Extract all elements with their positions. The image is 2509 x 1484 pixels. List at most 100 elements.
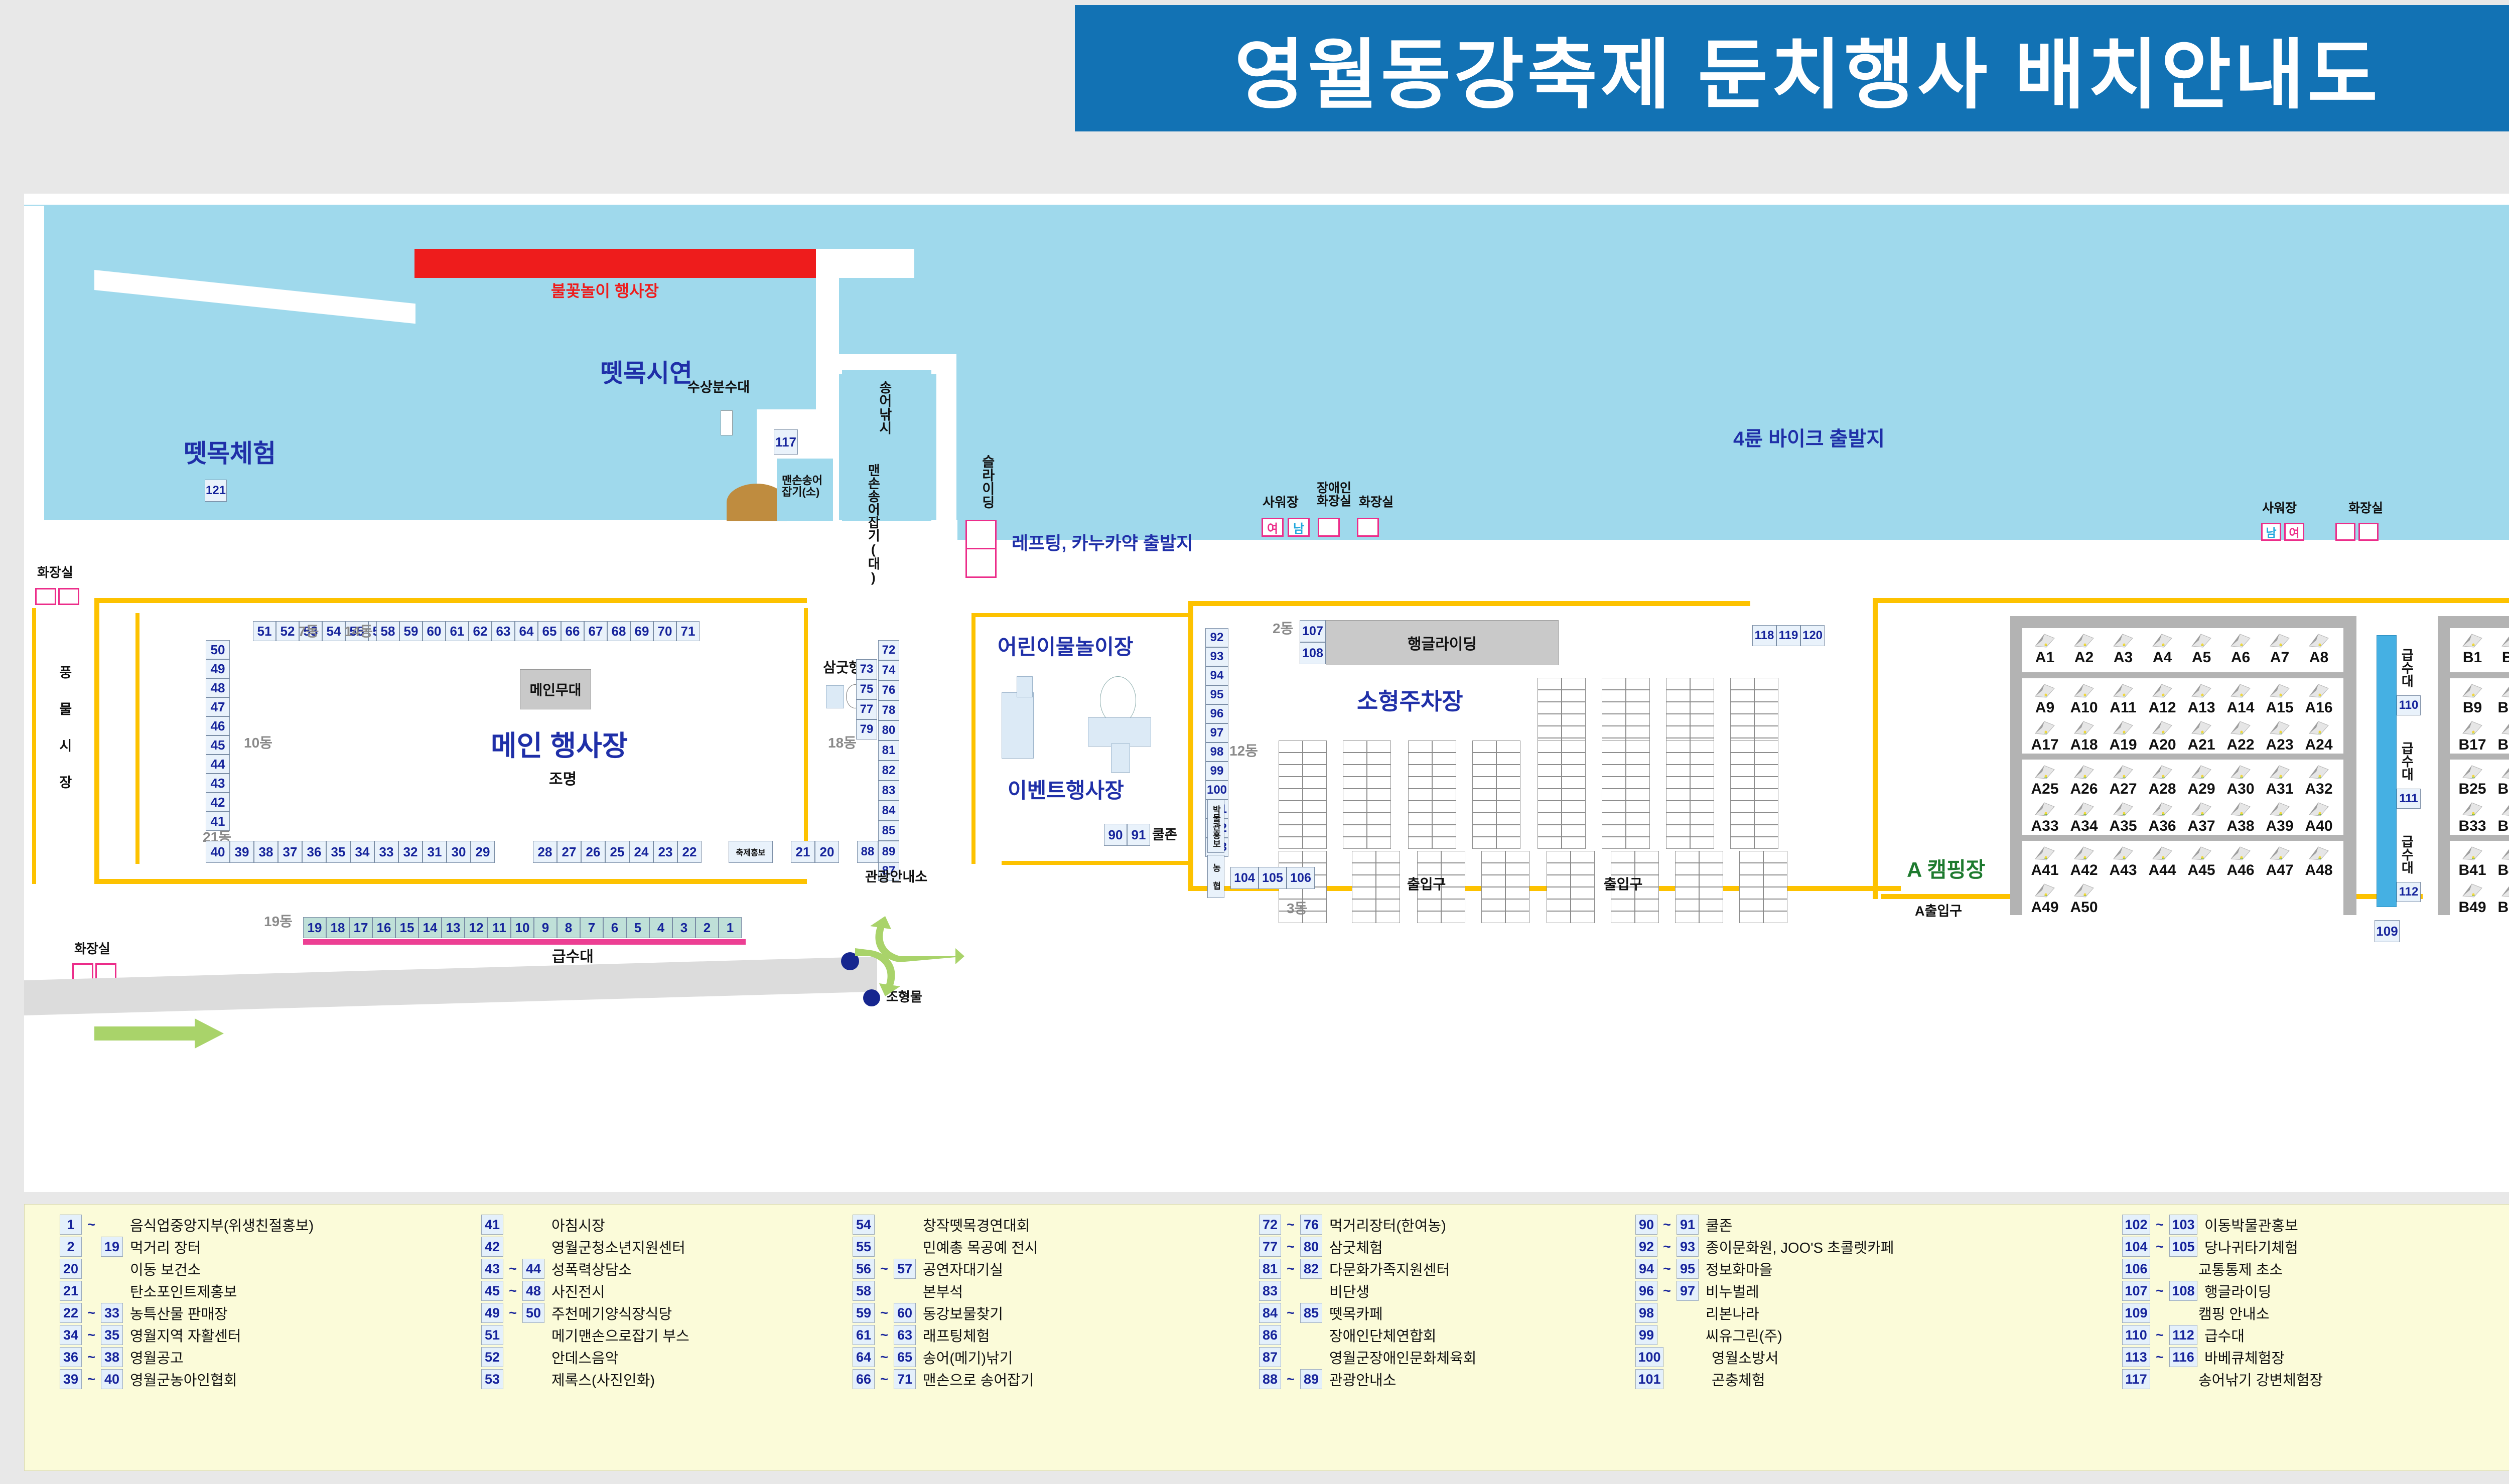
legend-number-1[interactable]: 1: [60, 1215, 82, 1235]
sliding-ramp-bottom[interactable]: [965, 548, 997, 578]
legend-number-113[interactable]: 113: [2122, 1347, 2150, 1367]
booth-chip-89[interactable]: 89: [878, 841, 899, 863]
legend-number-89[interactable]: 89: [1300, 1369, 1322, 1389]
booth-chip-53[interactable]: 53: [299, 621, 322, 641]
booth-chip-28[interactable]: 28: [533, 841, 557, 863]
legend-number-38[interactable]: 38: [101, 1347, 123, 1367]
campsite-label-A16[interactable]: A16: [2305, 699, 2333, 716]
toilet-box-left[interactable]: [1357, 518, 1379, 537]
legend-number-52[interactable]: 52: [481, 1347, 503, 1367]
booth-chip-20[interactable]: 20: [815, 841, 839, 863]
booth-chip-15[interactable]: 15: [395, 917, 419, 938]
campsite-label-A47[interactable]: A47: [2266, 862, 2294, 878]
legend-number-103[interactable]: 103: [2169, 1215, 2197, 1235]
sliding-ramp-top[interactable]: [965, 520, 997, 550]
booth-chip-61[interactable]: 61: [446, 621, 469, 641]
legend-number-45[interactable]: 45: [481, 1281, 503, 1301]
booth-chip-50[interactable]: 50: [206, 640, 230, 659]
campsite-label-A38[interactable]: A38: [2226, 818, 2255, 834]
legend-number-64[interactable]: 64: [853, 1347, 875, 1367]
legend-number-97[interactable]: 97: [1677, 1281, 1699, 1301]
booth-chip-106[interactable]: 106: [1287, 867, 1315, 889]
legend-number-49[interactable]: 49: [481, 1303, 503, 1323]
booth-chip-117[interactable]: 117: [774, 429, 798, 455]
campsite-label-A6[interactable]: A6: [2231, 649, 2251, 666]
toilet-box-topleft-1[interactable]: [35, 588, 56, 605]
booth-chip-27[interactable]: 27: [557, 841, 581, 863]
legend-number-88[interactable]: 88: [1259, 1369, 1281, 1389]
booth-chip-70[interactable]: 70: [653, 621, 676, 641]
campsite-label-B10[interactable]: B10: [2497, 699, 2509, 716]
booth-chip-62[interactable]: 62: [469, 621, 492, 641]
booth-chip-81[interactable]: 81: [878, 740, 899, 761]
legend-number-109[interactable]: 109: [2122, 1303, 2150, 1323]
booth-chip-79[interactable]: 79: [856, 719, 877, 739]
festival-promo-chip[interactable]: 축제홍보: [729, 841, 773, 863]
toilet-disabled-box-left[interactable]: [1318, 518, 1340, 537]
booth-chip-30[interactable]: 30: [447, 841, 471, 863]
campsite-label-B42[interactable]: B42: [2497, 862, 2509, 878]
campsite-label-A5[interactable]: A5: [2191, 649, 2211, 666]
booth-chip-41[interactable]: 41: [206, 812, 230, 831]
booth-chip-98[interactable]: 98: [1205, 743, 1228, 762]
campsite-label-A43[interactable]: A43: [2109, 862, 2137, 878]
shower-male-right[interactable]: 남: [2261, 523, 2281, 541]
legend-number-92[interactable]: 92: [1635, 1237, 1657, 1257]
legend-number-98[interactable]: 98: [1635, 1303, 1657, 1323]
booth-chip-22[interactable]: 22: [677, 841, 702, 863]
campsite-label-B50[interactable]: B50: [2497, 899, 2509, 916]
campsite-label-B33[interactable]: B33: [2458, 818, 2486, 834]
booth-chip-54[interactable]: 54: [322, 621, 345, 641]
booth-chip-90[interactable]: 90: [1104, 824, 1127, 846]
legend-number-60[interactable]: 60: [894, 1303, 916, 1323]
booth-chip-69[interactable]: 69: [630, 621, 653, 641]
legend-number-43[interactable]: 43: [481, 1259, 503, 1279]
campsite-label-A29[interactable]: A29: [2187, 781, 2215, 797]
legend-number-63[interactable]: 63: [894, 1325, 916, 1345]
toilet-box-right-2[interactable]: [2358, 523, 2379, 541]
campsite-label-A50[interactable]: A50: [2070, 899, 2098, 916]
booth-chip-65[interactable]: 65: [538, 621, 561, 641]
campsite-label-A46[interactable]: A46: [2226, 862, 2255, 878]
legend-number-39[interactable]: 39: [60, 1369, 82, 1389]
water-supply-chip-112[interactable]: 112: [2397, 882, 2421, 902]
campsite-label-A26[interactable]: A26: [2070, 781, 2098, 797]
campsite-label-A39[interactable]: A39: [2266, 818, 2294, 834]
booth-chip-21[interactable]: 21: [791, 841, 815, 863]
legend-number-110[interactable]: 110: [2122, 1325, 2150, 1345]
booth-chip-119[interactable]: 119: [1776, 625, 1800, 646]
campsite-label-A49[interactable]: A49: [2031, 899, 2059, 916]
booth-chip-4[interactable]: 4: [649, 917, 672, 938]
booth-chip-26[interactable]: 26: [581, 841, 605, 863]
legend-number-48[interactable]: 48: [522, 1281, 544, 1301]
campsite-label-B34[interactable]: B34: [2497, 818, 2509, 834]
booth-chip-91[interactable]: 91: [1127, 824, 1150, 846]
booth-chip-108[interactable]: 108: [1300, 642, 1326, 664]
booth-chip-75[interactable]: 75: [856, 679, 877, 699]
shower-female-right[interactable]: 여: [2284, 523, 2304, 541]
legend-number-82[interactable]: 82: [1300, 1259, 1322, 1279]
campsite-label-A17[interactable]: A17: [2031, 736, 2059, 753]
campsite-label-B49[interactable]: B49: [2458, 899, 2486, 916]
shower-female-left[interactable]: 여: [1262, 518, 1284, 537]
legend-number-59[interactable]: 59: [853, 1303, 875, 1323]
booth-chip-84[interactable]: 84: [878, 801, 899, 821]
legend-number-33[interactable]: 33: [101, 1303, 123, 1323]
legend-number-83[interactable]: 83: [1259, 1281, 1281, 1301]
campsite-label-A44[interactable]: A44: [2148, 862, 2176, 878]
legend-number-101[interactable]: 101: [1635, 1369, 1663, 1389]
legend-number-57[interactable]: 57: [894, 1259, 916, 1279]
campsite-label-B1[interactable]: B1: [2462, 649, 2482, 666]
booth-chip-107[interactable]: 107: [1300, 620, 1326, 642]
booth-chip-1[interactable]: 1: [719, 917, 742, 938]
booth-chip-77[interactable]: 77: [856, 699, 877, 719]
booth-chip-76[interactable]: 76: [878, 680, 899, 700]
legend-number-102[interactable]: 102: [2122, 1215, 2150, 1235]
booth-chip-12[interactable]: 12: [465, 917, 488, 938]
booth-chip-71[interactable]: 71: [676, 621, 700, 641]
booth-chip-83[interactable]: 83: [878, 781, 899, 801]
booth-chip-60[interactable]: 60: [423, 621, 446, 641]
legend-number-44[interactable]: 44: [522, 1259, 544, 1279]
booth-chip-92[interactable]: 92: [1205, 628, 1228, 647]
legend-number-66[interactable]: 66: [853, 1369, 875, 1389]
